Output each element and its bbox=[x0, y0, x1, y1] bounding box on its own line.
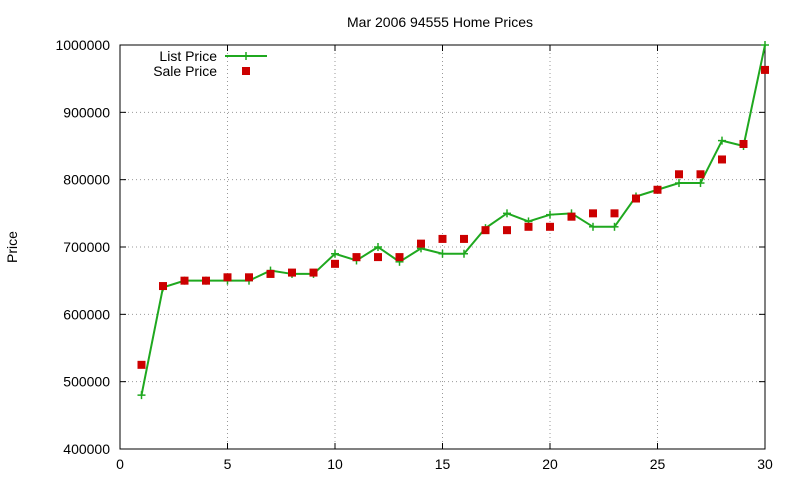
list-price-point bbox=[718, 136, 726, 145]
sale-price-point bbox=[589, 209, 597, 218]
x-tick-label: 5 bbox=[224, 456, 232, 472]
sale-price-point bbox=[460, 234, 468, 243]
y-tick-label: 700000 bbox=[63, 239, 110, 255]
y-tick-label: 800000 bbox=[63, 172, 110, 188]
legend-label-list-price: List Price bbox=[159, 48, 217, 64]
y-tick-labels: 400000 500000 600000 700000 800000 900000 1000… bbox=[55, 37, 110, 457]
legend: List Price Sale Price bbox=[153, 48, 267, 79]
x-tick-label: 15 bbox=[435, 456, 451, 472]
sale-price-point bbox=[266, 269, 275, 278]
y-tick-label: 600000 bbox=[63, 306, 110, 322]
list-price-line bbox=[140, 44, 766, 396]
axis-ticks bbox=[119, 44, 766, 450]
x-tick-label: 0 bbox=[116, 456, 124, 472]
sale-price-point bbox=[202, 276, 210, 285]
sale-price-point bbox=[288, 268, 296, 277]
sale-price-point bbox=[352, 253, 361, 262]
grid-lines bbox=[120, 45, 765, 449]
sale-price-point bbox=[761, 65, 769, 74]
sale-price-point bbox=[610, 209, 619, 218]
sale-price-point bbox=[223, 273, 232, 282]
sale-price-point bbox=[567, 212, 576, 221]
legend-sale-price-marker bbox=[242, 67, 250, 75]
list-price-point bbox=[438, 249, 447, 258]
legend-list-price-marker bbox=[242, 52, 250, 60]
sale-price-point bbox=[546, 222, 554, 231]
list-price-point bbox=[331, 249, 339, 258]
sale-price-point bbox=[653, 185, 662, 194]
list-price-point bbox=[374, 243, 382, 251]
list-price-point bbox=[696, 179, 705, 188]
list-price-point bbox=[137, 391, 146, 400]
sale-price-point bbox=[245, 273, 253, 282]
list-price-point bbox=[503, 209, 511, 218]
sale-price-point bbox=[739, 139, 748, 148]
sale-price-point bbox=[438, 234, 447, 243]
sale-price-point bbox=[503, 226, 511, 235]
sale-price-point bbox=[696, 170, 705, 179]
list-price-point bbox=[761, 41, 769, 49]
sale-price-point bbox=[718, 155, 726, 164]
sale-price-point bbox=[632, 194, 640, 203]
list-price-point bbox=[589, 222, 597, 231]
series-layer bbox=[137, 41, 769, 400]
x-tick-labels: 0 5 10 15 20 25 30 bbox=[116, 456, 773, 472]
sale-price-point bbox=[137, 360, 146, 369]
chart-title: Mar 2006 94555 Home Prices bbox=[347, 14, 533, 30]
sale-price-point bbox=[524, 222, 533, 231]
y-tick-label: 900000 bbox=[63, 104, 110, 120]
y-tick-label: 400000 bbox=[63, 441, 110, 457]
sale-price-point bbox=[309, 268, 318, 277]
sale-price-point bbox=[395, 253, 404, 262]
sale-price-point bbox=[331, 259, 339, 268]
list-price-point bbox=[675, 179, 683, 188]
y-tick-label: 1000000 bbox=[55, 37, 110, 53]
list-price-point bbox=[460, 249, 468, 258]
list-price-point bbox=[546, 210, 554, 219]
list-price-point bbox=[610, 222, 619, 231]
sale-price-point bbox=[481, 226, 490, 235]
legend-label-sale-price: Sale Price bbox=[153, 63, 217, 79]
sale-price-point bbox=[159, 282, 167, 291]
x-tick-label: 25 bbox=[650, 456, 666, 472]
sale-price-point bbox=[417, 239, 425, 248]
y-axis-label: Price bbox=[4, 231, 20, 263]
x-tick-label: 30 bbox=[757, 456, 773, 472]
sale-price-point bbox=[180, 276, 189, 285]
x-tick-label: 10 bbox=[327, 456, 343, 472]
sale-price-point bbox=[374, 253, 382, 262]
sale-price-point bbox=[675, 170, 683, 179]
x-tick-label: 20 bbox=[542, 456, 558, 472]
y-tick-label: 500000 bbox=[63, 374, 110, 390]
